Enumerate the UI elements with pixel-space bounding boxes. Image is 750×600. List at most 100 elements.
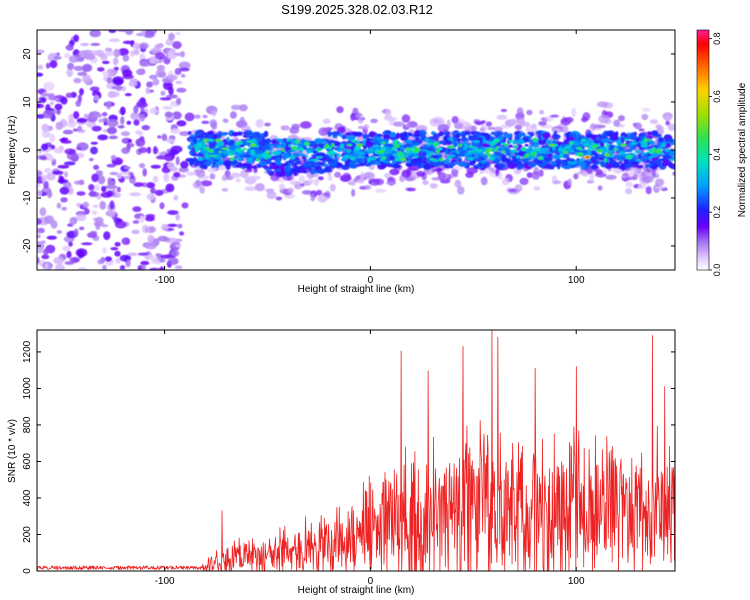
heatmap-cell — [394, 139, 399, 144]
heatmap-cell — [406, 187, 416, 192]
heatmap-cell — [460, 121, 472, 128]
heatmap-cell — [311, 158, 319, 162]
heatmap-cell — [60, 96, 68, 105]
heatmap-cell — [618, 115, 625, 122]
heatmap-cell — [65, 44, 74, 51]
snr-y-tick-label: 800 — [22, 416, 33, 433]
heatmap-cell — [76, 146, 82, 151]
heatmap-cell — [406, 167, 417, 171]
heatmap-cell — [630, 132, 635, 139]
heatmap-cell — [400, 138, 408, 141]
heatmap-cell — [37, 72, 44, 77]
heatmap-cell — [106, 163, 116, 168]
heatmap-cell — [605, 174, 617, 180]
heatmap-cell — [336, 154, 342, 158]
heatmap-cell — [369, 131, 376, 138]
heatmap-cell — [176, 120, 187, 127]
heatmap-cell — [612, 161, 620, 169]
heatmap-cell — [299, 147, 303, 151]
heatmap-cell — [206, 134, 216, 138]
heatmap-cell — [624, 138, 630, 141]
heatmap-cell — [634, 150, 642, 154]
heatmap-cell — [172, 41, 182, 50]
heatmap-cell — [591, 145, 598, 149]
heatmap-cell — [37, 241, 42, 245]
heatmap-cell — [466, 150, 475, 154]
heatmap-cell — [487, 126, 496, 131]
snr-x-tick-label: -100 — [155, 576, 175, 587]
heatmap-cell — [65, 92, 73, 99]
heatmap-cell — [637, 183, 647, 190]
heatmap-cell — [76, 191, 86, 196]
heatmap-cell — [350, 157, 354, 160]
heatmap-cell — [316, 168, 326, 174]
heatmap-cell — [89, 30, 101, 38]
heatmap-cell — [103, 231, 111, 241]
heatmap-cell — [311, 154, 315, 157]
heatmap-cell — [160, 90, 166, 96]
heatmap-cell — [211, 122, 218, 130]
heatmap-cell — [136, 101, 148, 109]
heatmap-cell — [324, 154, 330, 158]
heatmap-cell — [543, 118, 548, 123]
heatmap-cell — [165, 74, 178, 81]
heatmap-cell — [379, 149, 385, 154]
heatmap-cell — [138, 147, 148, 154]
heatmap-cell — [82, 63, 93, 72]
heatmap-cell — [282, 174, 294, 181]
heatmap-cell — [144, 226, 157, 234]
heatmap-cell — [577, 161, 587, 167]
snr-x-tick-label: 100 — [568, 576, 585, 587]
heatmap-cell — [174, 67, 182, 76]
heatmap-cell — [105, 184, 118, 190]
heatmap-cell — [218, 150, 222, 154]
heatmap-cell — [120, 116, 125, 125]
heatmap-cell — [559, 153, 564, 158]
heatmap-cell — [224, 170, 231, 178]
heatmap-cell — [563, 139, 569, 145]
heatmap-cell — [37, 256, 40, 264]
heatmap-cell — [377, 157, 381, 163]
heatmap-cell — [309, 168, 316, 175]
heatmap-cell — [309, 140, 317, 147]
heatmap-cell — [304, 141, 310, 146]
heatmap-cell — [314, 138, 324, 145]
heatmap-cell — [651, 168, 656, 178]
heatmap-cell — [316, 156, 323, 159]
heatmap-cell — [612, 148, 619, 151]
heatmap-cell — [314, 178, 319, 186]
heatmap-cell — [647, 131, 652, 136]
heatmap-cell — [235, 148, 244, 152]
heatmap-cell — [145, 214, 156, 218]
heatmap-cell — [516, 139, 525, 145]
heatmap-cell — [41, 174, 47, 183]
heatmap-cell — [446, 130, 450, 137]
heatmap-cell — [222, 118, 228, 123]
heatmap-cell — [265, 138, 272, 144]
heatmap-cell — [45, 153, 52, 159]
chart-title: S199.2025.328.02.03.R12 — [281, 2, 433, 17]
heatmap-cell — [664, 148, 669, 153]
heatmap-cell — [98, 118, 103, 123]
heatmap-cell — [363, 124, 370, 130]
heatmap-cell — [600, 142, 605, 148]
heatmap-cell — [152, 175, 159, 183]
heatmap-cell — [55, 121, 64, 130]
heatmap-cell — [663, 115, 672, 122]
heatmap-cell — [665, 120, 670, 126]
heatmap-cell — [167, 257, 179, 265]
heatmap-cell — [119, 265, 126, 270]
heatmap-cell — [480, 176, 488, 186]
heatmap-cell — [382, 131, 389, 135]
heatmap-cell — [490, 131, 499, 136]
heatmap-cell — [186, 171, 197, 176]
heatmap-cell — [90, 141, 99, 145]
heatmap-cell — [229, 157, 235, 162]
heatmap-cell — [244, 169, 253, 173]
heatmap-cell — [423, 163, 432, 171]
heatmap-cell — [263, 130, 269, 138]
heatmap-cell — [326, 157, 333, 163]
heatmap-cell — [37, 234, 41, 239]
heatmap-cell — [539, 110, 544, 115]
